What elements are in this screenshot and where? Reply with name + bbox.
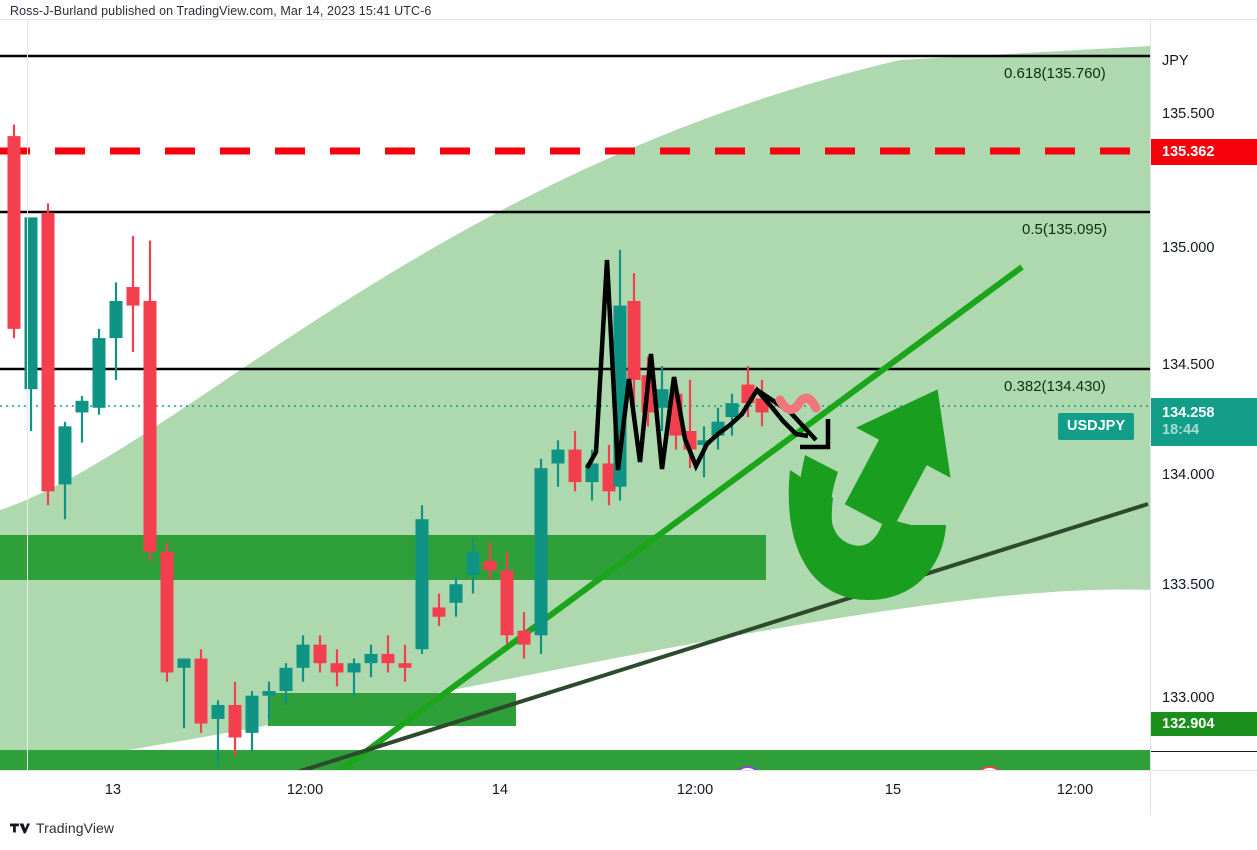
price-tick-133-000: 133.000 bbox=[1162, 690, 1215, 706]
fib-label-05: 0.5(135.095) bbox=[1022, 221, 1108, 238]
current-price-time: 18:44 bbox=[1162, 422, 1200, 438]
candle-body bbox=[58, 426, 72, 485]
footer-branding[interactable]: TradingView bbox=[10, 820, 114, 836]
candle-body bbox=[697, 440, 711, 445]
forecast-arrowhead-down bbox=[800, 419, 831, 450]
ticker-label: USDJPY bbox=[1058, 413, 1135, 440]
candle-body bbox=[75, 400, 89, 413]
candle-body bbox=[245, 695, 259, 733]
price-tick-133-500: 133.500 bbox=[1162, 577, 1215, 593]
current-price-value: 134.258 bbox=[1162, 405, 1215, 421]
candle-body bbox=[466, 551, 480, 575]
time-scale[interactable]: 13 12:00 14 12:00 15 12:00 bbox=[0, 770, 1257, 815]
trendline-dark-secondary bbox=[297, 502, 1149, 770]
candle-body bbox=[602, 463, 616, 492]
price-tick-134-000: 134.000 bbox=[1162, 467, 1215, 483]
candle-body bbox=[725, 403, 739, 418]
time-tick-1200-a: 12:00 bbox=[286, 782, 324, 798]
demand-zone-upper bbox=[0, 535, 766, 580]
candle-body bbox=[432, 607, 446, 617]
candle-body bbox=[398, 663, 412, 668]
time-tick-14: 14 bbox=[491, 782, 509, 798]
candle-body bbox=[449, 584, 463, 603]
attribution-text: Ross-J-Burland published on TradingView.… bbox=[10, 4, 432, 18]
candle-body bbox=[262, 691, 276, 696]
candle-body bbox=[41, 212, 55, 492]
candle-body bbox=[92, 338, 106, 408]
demand-zone-lower bbox=[0, 750, 1150, 770]
candle-body bbox=[627, 300, 641, 380]
red-squiggle-annotation bbox=[775, 393, 821, 414]
fib-label-0618: 0.618(135.760) bbox=[1004, 65, 1106, 82]
candle-body bbox=[364, 653, 378, 664]
candle-body bbox=[296, 644, 310, 668]
tradingview-logo-icon bbox=[10, 823, 30, 834]
time-tick-1200-b: 12:00 bbox=[676, 782, 714, 798]
candle-body bbox=[568, 449, 582, 483]
candle-body bbox=[143, 300, 157, 552]
price-tick-134-500: 134.500 bbox=[1162, 357, 1215, 373]
candle-body bbox=[211, 704, 225, 719]
candle-body bbox=[655, 389, 669, 408]
candle-body bbox=[109, 300, 123, 339]
fib-label-0382: 0.382(134.430) bbox=[1004, 378, 1106, 395]
time-scale-separator bbox=[1150, 771, 1151, 815]
price-scale[interactable]: JPY 135.500 135.000 134.500 134.000 133.… bbox=[1150, 20, 1257, 770]
candle-body bbox=[500, 570, 514, 636]
support-price-badge: 132.904 bbox=[1151, 712, 1257, 736]
candle-body bbox=[483, 561, 497, 571]
current-price-badge: 134.258 18:44 bbox=[1151, 398, 1257, 446]
candlestick-series bbox=[7, 124, 769, 766]
candle-body bbox=[228, 704, 242, 738]
candle-body bbox=[381, 653, 395, 664]
candle-body bbox=[313, 644, 327, 664]
candle-body bbox=[194, 658, 208, 724]
candle-body bbox=[160, 551, 174, 673]
candle-body bbox=[415, 519, 429, 650]
price-scale-bottom-rule bbox=[1151, 751, 1257, 752]
bullish-arrow-shaft bbox=[798, 455, 938, 596]
demand-zone-middle bbox=[268, 693, 516, 726]
candle-body bbox=[534, 468, 548, 636]
time-tick-13: 13 bbox=[104, 782, 122, 798]
candle-body bbox=[126, 287, 140, 306]
candle-body bbox=[517, 630, 531, 645]
plot-left-border bbox=[27, 20, 28, 770]
candle-body bbox=[347, 663, 361, 673]
candle-body bbox=[279, 667, 293, 692]
candle-body bbox=[7, 136, 21, 329]
price-tick-135-500: 135.500 bbox=[1162, 106, 1215, 122]
footer-brand-label: TradingView bbox=[36, 820, 115, 836]
bullish-arrow-head bbox=[844, 389, 951, 530]
time-tick-15: 15 bbox=[884, 782, 902, 798]
time-tick-1200-c: 12:00 bbox=[1056, 782, 1094, 798]
trendline-green-primary bbox=[335, 264, 1024, 770]
price-scale-currency: JPY bbox=[1162, 53, 1189, 69]
candle-body bbox=[551, 449, 565, 464]
candle-body bbox=[177, 658, 191, 668]
chart-plot-area[interactable]: 0.618(135.760) 0.5(135.095) 0.382(134.43… bbox=[0, 20, 1150, 770]
candle-body bbox=[330, 663, 344, 673]
resistance-price-badge: 135.362 bbox=[1151, 139, 1257, 165]
price-path-projection bbox=[585, 259, 809, 472]
chart-frame: 0.618(135.760) 0.5(135.095) 0.382(134.43… bbox=[0, 19, 1257, 815]
chart-drawing-layer bbox=[0, 46, 1150, 770]
price-tick-135-000: 135.000 bbox=[1162, 240, 1215, 256]
